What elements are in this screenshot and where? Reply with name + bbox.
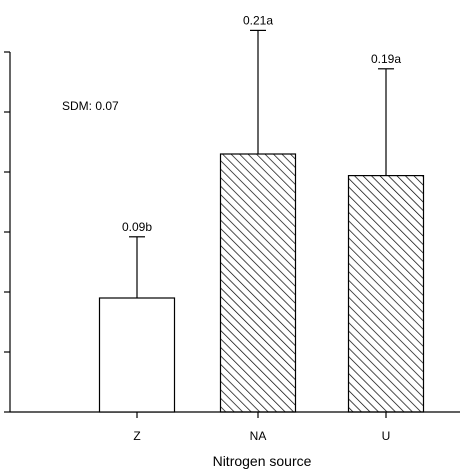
bar-u [347,175,425,413]
x-tick-label-z: Z [133,429,140,443]
data-label-u: 0.19a [371,52,401,66]
x-axis-title: Nitrogen source [213,453,312,469]
x-tick-labels: Z NA U [133,429,390,443]
bar-z [98,297,176,413]
error-bars [129,29,394,298]
bars [98,153,425,413]
bar-na [219,153,297,413]
data-labels: 0.09b 0.21a 0.19a [122,13,401,233]
data-label-na: 0.21a [243,13,273,27]
data-label-z: 0.09b [122,220,152,234]
x-tick-label-u: U [382,429,391,443]
sdm-annotation: SDM: 0.07 [62,99,119,113]
x-tick-label-na: NA [250,429,267,443]
